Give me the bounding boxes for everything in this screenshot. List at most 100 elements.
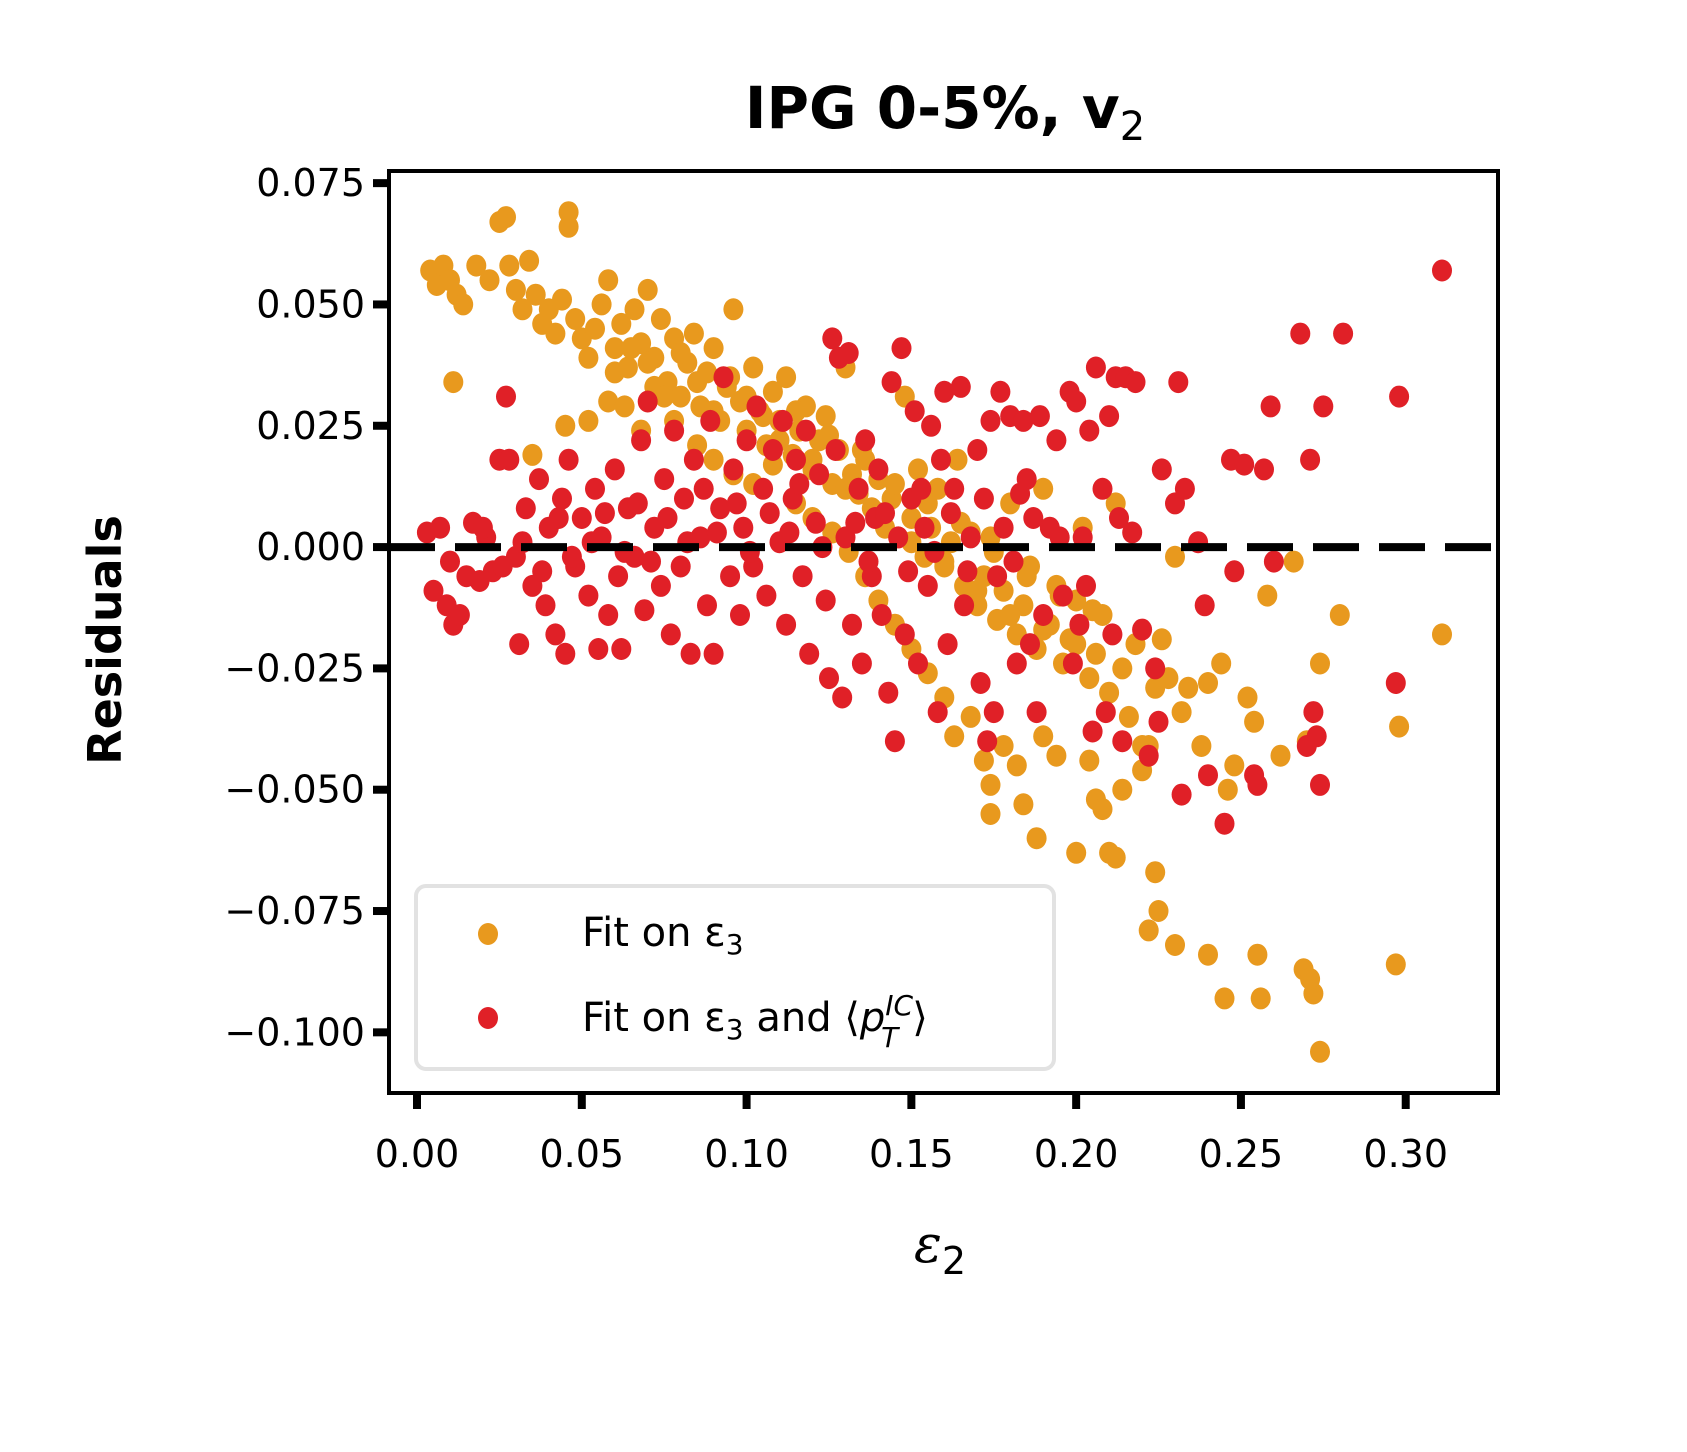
data-point bbox=[772, 409, 793, 432]
data-point bbox=[552, 288, 572, 311]
data-point bbox=[1079, 419, 1100, 442]
data-point bbox=[723, 458, 744, 481]
data-point bbox=[1237, 686, 1258, 709]
data-point bbox=[466, 254, 487, 277]
data-point bbox=[990, 380, 1011, 403]
x-tick-label: 0.15 bbox=[869, 1132, 954, 1176]
data-point bbox=[809, 463, 830, 486]
data-point bbox=[683, 322, 704, 345]
data-point bbox=[944, 477, 965, 500]
x-tick-label: 0.20 bbox=[1034, 1132, 1119, 1176]
data-point bbox=[950, 375, 971, 398]
data-point bbox=[552, 487, 572, 510]
data-point bbox=[604, 458, 625, 481]
data-point bbox=[519, 249, 540, 272]
data-point bbox=[1270, 744, 1291, 767]
data-point bbox=[558, 215, 579, 238]
data-point bbox=[960, 526, 981, 549]
y-tick-label: 0.025 bbox=[256, 404, 365, 448]
legend-box bbox=[414, 884, 1056, 1071]
data-point bbox=[611, 638, 632, 660]
legend-label-fit-eps3-pt: Fit on ε3 and ⟨pIC T ⟩ bbox=[582, 989, 928, 1054]
x-axis-label: ε2 bbox=[914, 1215, 966, 1283]
data-point bbox=[670, 555, 691, 578]
data-point bbox=[505, 278, 526, 301]
y-tick-label: 0.000 bbox=[256, 525, 365, 569]
legend-label-1-sub: 3 bbox=[726, 1013, 744, 1046]
data-point bbox=[917, 574, 938, 597]
data-point bbox=[1006, 754, 1027, 777]
data-point bbox=[430, 516, 451, 539]
data-point bbox=[762, 380, 783, 403]
data-point bbox=[1174, 477, 1195, 500]
data-point bbox=[1234, 453, 1255, 476]
legend-label-0-sub: 3 bbox=[726, 928, 744, 961]
x-tick-label: 0.00 bbox=[375, 1132, 460, 1176]
data-point bbox=[515, 497, 536, 520]
data-point bbox=[940, 502, 961, 525]
data-point bbox=[967, 579, 988, 602]
data-point bbox=[571, 507, 592, 529]
data-point bbox=[993, 735, 1014, 757]
data-point bbox=[927, 701, 948, 724]
data-point bbox=[1214, 987, 1235, 1010]
data-point bbox=[1066, 390, 1087, 413]
data-point bbox=[1168, 371, 1189, 394]
data-point bbox=[815, 589, 836, 612]
data-point bbox=[499, 254, 520, 277]
data-point bbox=[937, 633, 958, 656]
data-point bbox=[598, 390, 619, 413]
data-point bbox=[1029, 405, 1050, 428]
data-point bbox=[548, 507, 569, 529]
data-point bbox=[529, 468, 549, 491]
data-point bbox=[680, 642, 701, 665]
data-point bbox=[1148, 710, 1169, 733]
data-point bbox=[723, 298, 744, 321]
data-point bbox=[1151, 628, 1172, 651]
data-point bbox=[1389, 715, 1410, 738]
data-point bbox=[977, 730, 998, 753]
data-point bbox=[578, 584, 599, 607]
data-point bbox=[1310, 773, 1330, 796]
data-point bbox=[746, 395, 767, 418]
y-tick-label: −0.100 bbox=[224, 1010, 365, 1054]
data-point bbox=[789, 473, 810, 495]
data-point bbox=[1171, 783, 1192, 806]
data-point bbox=[1171, 701, 1192, 724]
data-point bbox=[1313, 395, 1334, 418]
data-point bbox=[545, 322, 566, 345]
data-point bbox=[720, 565, 741, 588]
data-point bbox=[496, 206, 516, 229]
data-point bbox=[700, 409, 721, 432]
data-point bbox=[753, 477, 774, 500]
data-point bbox=[779, 521, 800, 544]
data-point bbox=[1016, 565, 1037, 588]
data-point bbox=[1026, 827, 1047, 850]
data-point bbox=[1033, 725, 1054, 748]
data-point bbox=[1122, 521, 1143, 544]
data-point bbox=[670, 385, 691, 408]
data-point bbox=[894, 623, 915, 646]
data-point bbox=[660, 623, 681, 646]
data-point bbox=[908, 652, 928, 675]
data-point bbox=[973, 487, 994, 510]
x-axis-label-sub: 2 bbox=[942, 1239, 966, 1283]
data-point bbox=[1165, 934, 1185, 956]
data-point bbox=[815, 405, 836, 428]
y-tick-label: −0.025 bbox=[224, 646, 365, 690]
data-point bbox=[726, 492, 747, 515]
data-point bbox=[878, 681, 899, 704]
data-point bbox=[496, 385, 516, 408]
data-point bbox=[1198, 943, 1218, 966]
data-point bbox=[1138, 744, 1159, 767]
data-point bbox=[842, 613, 862, 636]
data-point bbox=[1026, 701, 1047, 724]
data-point bbox=[525, 283, 546, 306]
data-point bbox=[1085, 642, 1106, 665]
data-point bbox=[585, 317, 605, 340]
y-axis-ticks: 0.075 0.050 0.025 0.000 −0.025 −0.050 −0.075 −0… bbox=[224, 161, 389, 1054]
data-point bbox=[1118, 705, 1139, 728]
x-axis-ticks: 0.00 0.05 0.10 0.15 0.20 0.25 0.30 bbox=[375, 1093, 1448, 1176]
chart-title: IPG 0-5%, v2 bbox=[745, 74, 1145, 150]
data-point bbox=[706, 521, 727, 544]
